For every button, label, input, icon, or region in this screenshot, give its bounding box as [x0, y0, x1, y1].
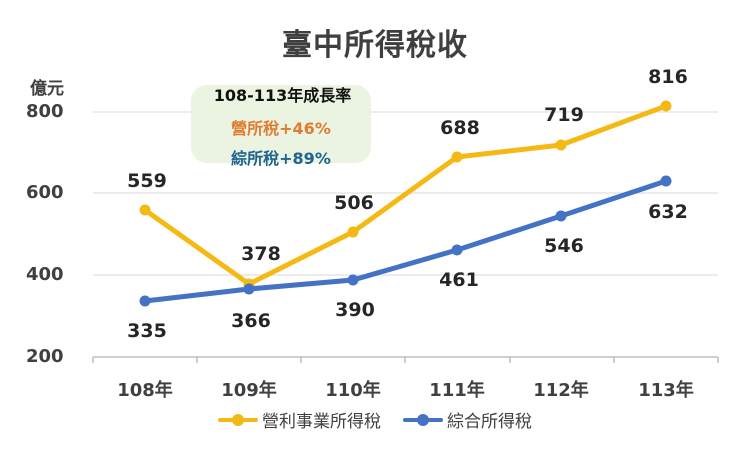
data-label-business-111: 688: [440, 117, 480, 139]
x-tick-110: 110年: [325, 380, 381, 401]
legend-item-income-tax: 綜合所得稅: [403, 407, 532, 432]
x-tick-113: 113年: [638, 380, 694, 401]
data-label-business-113: 816: [648, 66, 688, 88]
y-tick-400: 400: [26, 264, 64, 285]
x-axis: [92, 356, 719, 363]
data-label-income-110: 390: [335, 299, 375, 321]
x-tick-108: 108年: [117, 380, 173, 401]
chart-legend: 營利事業所得稅 綜合所得稅: [0, 407, 750, 432]
legend-item-business-tax: 營利事業所得稅: [218, 407, 381, 432]
y-axis-unit-label: 億元: [30, 79, 64, 99]
data-label-business-109: 378: [241, 243, 281, 265]
data-label-income-111: 461: [439, 269, 479, 291]
y-tick-600: 600: [26, 182, 64, 203]
data-label-business-110: 506: [334, 192, 374, 214]
chart-title: 臺中所得稅收: [282, 28, 468, 63]
data-label-income-108: 335: [127, 320, 167, 342]
growth-rate-income-tax: 綜所稅+89%: [231, 149, 331, 168]
series-income-tax: [139, 175, 672, 307]
data-label-income-112: 546: [544, 235, 584, 257]
legend-line-marker-icon: [218, 413, 258, 427]
y-tick-800: 800: [26, 101, 64, 122]
x-tick-111: 111年: [429, 380, 485, 401]
growth-rate-note-box: [191, 85, 371, 163]
legend-label-income-tax: 綜合所得稅: [447, 412, 532, 432]
x-tick-109: 109年: [221, 380, 277, 401]
growth-rate-business-tax: 營所稅+46%: [231, 119, 331, 138]
data-label-business-108: 559: [127, 170, 167, 192]
data-label-income-113: 632: [648, 201, 688, 223]
legend-label-business-tax: 營利事業所得稅: [262, 412, 381, 432]
data-label-business-112: 719: [544, 104, 584, 126]
y-tick-200: 200: [26, 346, 64, 367]
growth-rate-note-title: 108-113年成長率: [213, 86, 352, 105]
legend-line-marker-icon: [403, 413, 443, 427]
data-label-income-109: 366: [231, 310, 271, 332]
x-tick-112: 112年: [533, 380, 589, 401]
